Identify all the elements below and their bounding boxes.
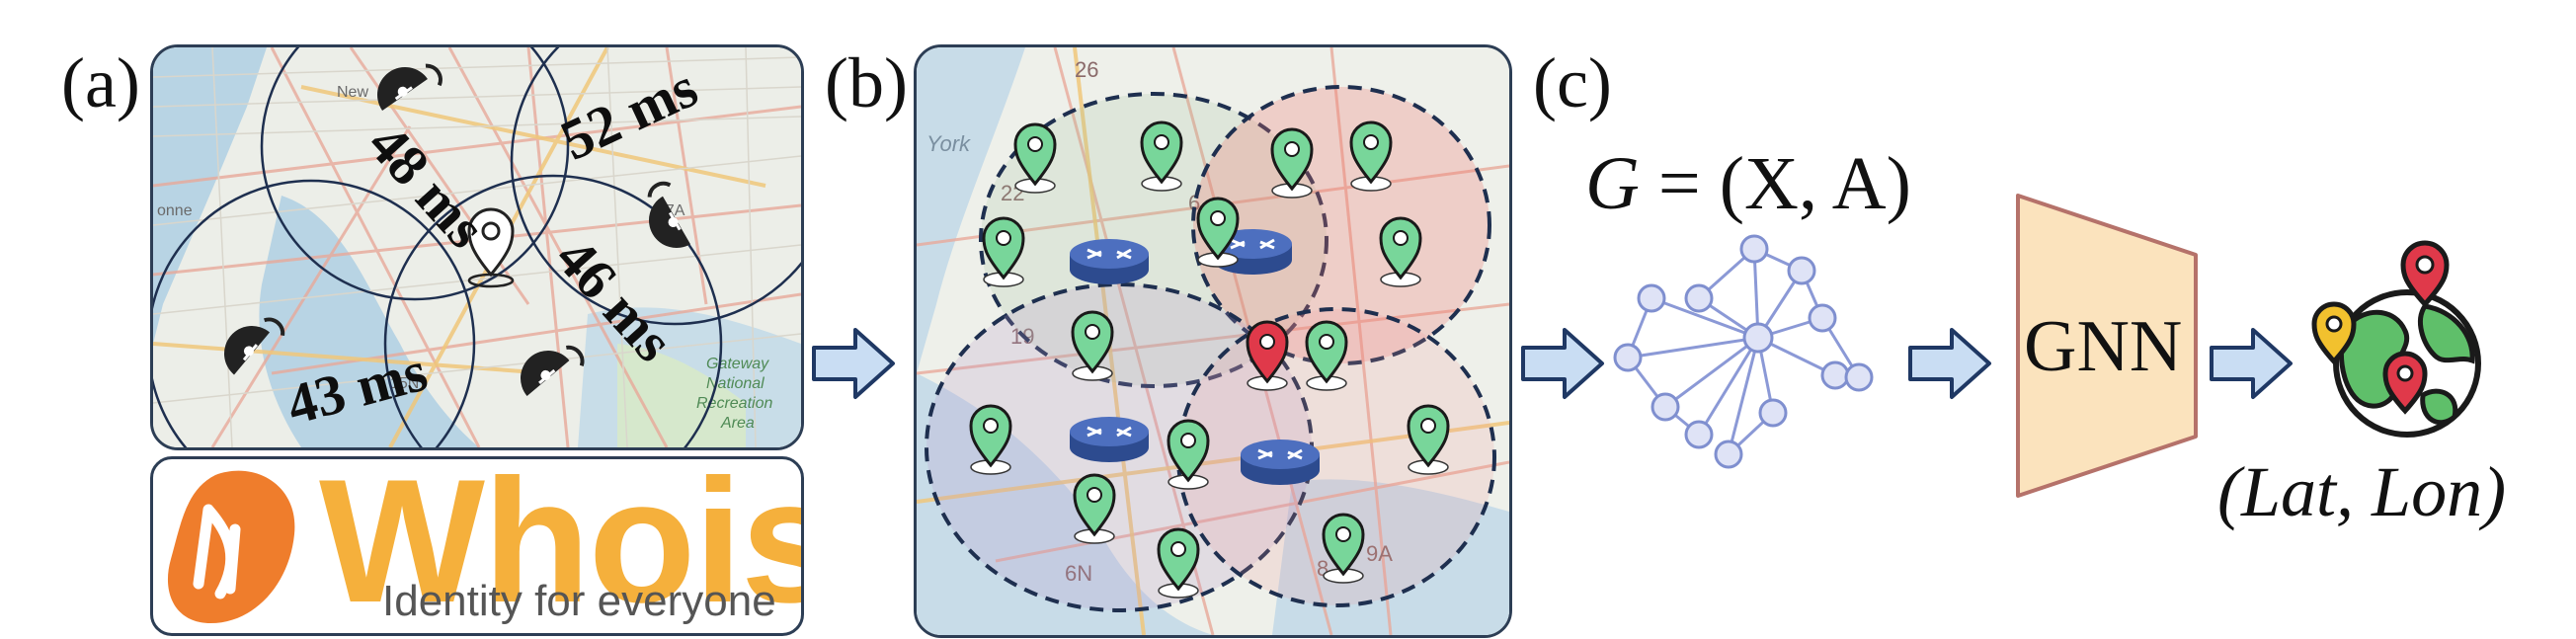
globe-icon [2311,240,2481,438]
map-label: National [706,375,765,392]
graph-node [1684,420,1714,449]
gnn-label: GNN [2024,306,2182,387]
map-label: onne [157,202,193,219]
graph-node [1637,283,1666,313]
latency-map: New onne 15N 27A Gateway National Recrea… [153,47,801,447]
graph-node [1820,360,1850,390]
map-label: 9A [1366,541,1393,566]
graph-edge [1627,336,1759,359]
graph-node [1787,256,1816,285]
router-icon [1070,239,1149,284]
formula-lhs: G [1585,142,1640,225]
satellite-dish-icon [377,63,443,112]
location-pin-icon [2382,351,2428,415]
location-pin-icon [1246,320,1289,391]
whois-tagline: Identity for everyone [382,577,776,625]
map-label: York [926,131,971,156]
router-icon [1070,417,1149,462]
panel-label-b: (b) [825,43,908,122]
whois-brand-text: Whois [319,456,804,636]
satellite-dish-icon [521,345,585,396]
location-pin-icon [1379,216,1422,287]
map-label: Area [720,415,755,432]
graph-node [1739,234,1769,264]
formula-rhs: = (X, A) [1657,142,1911,225]
map-label: Recreation [696,395,772,412]
latency-map-panel: New onne 15N 27A Gateway National Recrea… [150,44,804,450]
gnn-model-block: GNN [2016,194,2198,498]
output-coordinates: (Lat, Lon) [2217,452,2507,531]
satellite-dish-icon [647,181,690,248]
graph-node [1758,398,1788,428]
graph-node [1613,343,1643,372]
location-pin-icon [1073,473,1116,544]
location-pin-icon [1407,404,1450,475]
location-pin-icon [1013,122,1057,194]
map-label: 15N [390,375,419,392]
map-label: 26 [1075,57,1098,82]
graph-edge [1697,337,1760,436]
graph-node [1844,362,1874,392]
arrow-right-icon [1521,328,1604,399]
graph-edge [1727,337,1760,455]
location-pin-icon [1349,120,1393,192]
arrow-right-icon [812,328,895,399]
graph-diagram [1613,234,1874,469]
location-pin-icon [969,404,1012,475]
location-pin-icon [1196,197,1240,268]
graph-node [1714,439,1743,469]
cluster-region [1191,85,1491,365]
latency-circle [510,47,801,326]
panel-label-c: (c) [1533,43,1612,122]
graph-edge [1664,336,1759,409]
location-pin-icon [982,216,1025,287]
location-pin-icon [1305,320,1348,391]
cluster-region [979,92,1328,388]
arrow-right-icon [1908,328,1991,399]
graph-node [1808,303,1837,333]
location-pin-icon [1322,513,1365,584]
map-label: Gateway [706,356,769,372]
graph-node [1684,283,1714,313]
latency-circle [153,179,476,447]
panel-label-a: (a) [61,43,140,122]
whois-logo-icon [167,470,295,623]
map-label: New [337,84,368,101]
graph-formula: G = (X, A) [1585,146,1911,221]
location-pin-icon [1270,127,1314,199]
router-map: 26 York 22 6 19 6N 9A 8 [917,47,1509,635]
graph-node [1742,322,1774,354]
router-icon [1241,439,1320,485]
map-label: 6N [1065,561,1092,586]
graph-edge [1650,296,1759,340]
location-pin-icon [467,207,515,288]
location-pin-icon [1167,419,1210,490]
latency-circle [260,47,570,301]
latency-circle [383,174,723,447]
graph-node [1650,392,1680,422]
whois-logo-box: Whois Identity for everyone [150,456,804,636]
satellite-dish-icon [224,317,285,375]
location-pin-icon [1140,120,1183,192]
location-pin-icon [2400,240,2450,308]
location-pin-icon [1157,527,1200,599]
location-pin-icon [1071,310,1114,381]
arrow-right-icon [2210,328,2293,399]
router-map-panel: 26 York 22 6 19 6N 9A 8 [914,44,1512,638]
location-pin-icon [2311,301,2357,365]
